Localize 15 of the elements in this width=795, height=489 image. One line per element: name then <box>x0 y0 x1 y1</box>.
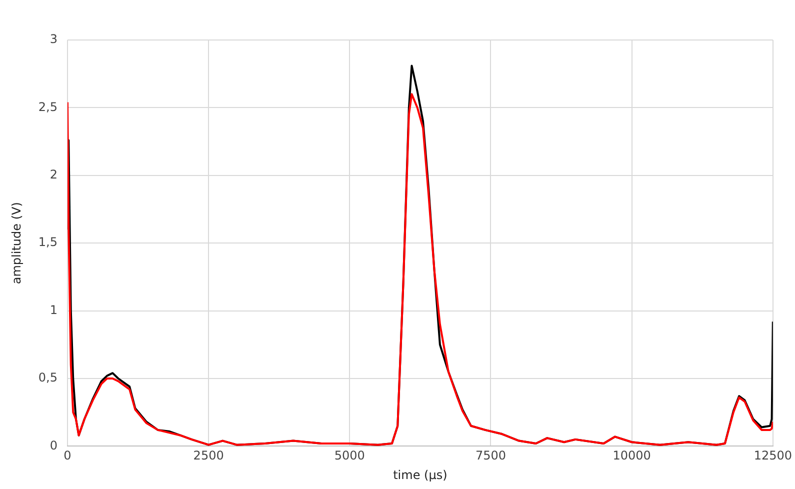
y-tick-label: 2,5 <box>38 100 58 114</box>
y-tick-label: 0,5 <box>38 370 58 385</box>
x-tick-label: 7500 <box>475 448 506 463</box>
x-tick-label: 0 <box>64 448 72 463</box>
x-tick-label: 2500 <box>193 448 224 463</box>
y-tick-label: 0 <box>50 438 58 452</box>
x-tick-label: 5000 <box>334 448 365 463</box>
x-tick-label: 12500 <box>754 448 792 463</box>
x-axis-title: time (µs) <box>393 468 448 482</box>
y-tick-label: 3 <box>50 32 58 46</box>
y-tick-label: 1,5 <box>38 235 58 250</box>
y-tick-label: 2 <box>50 168 58 182</box>
x-tick-label: 10000 <box>612 448 651 463</box>
y-tick-label: 1 <box>50 302 58 317</box>
y-axis-title: amplitude (V) <box>9 202 24 284</box>
